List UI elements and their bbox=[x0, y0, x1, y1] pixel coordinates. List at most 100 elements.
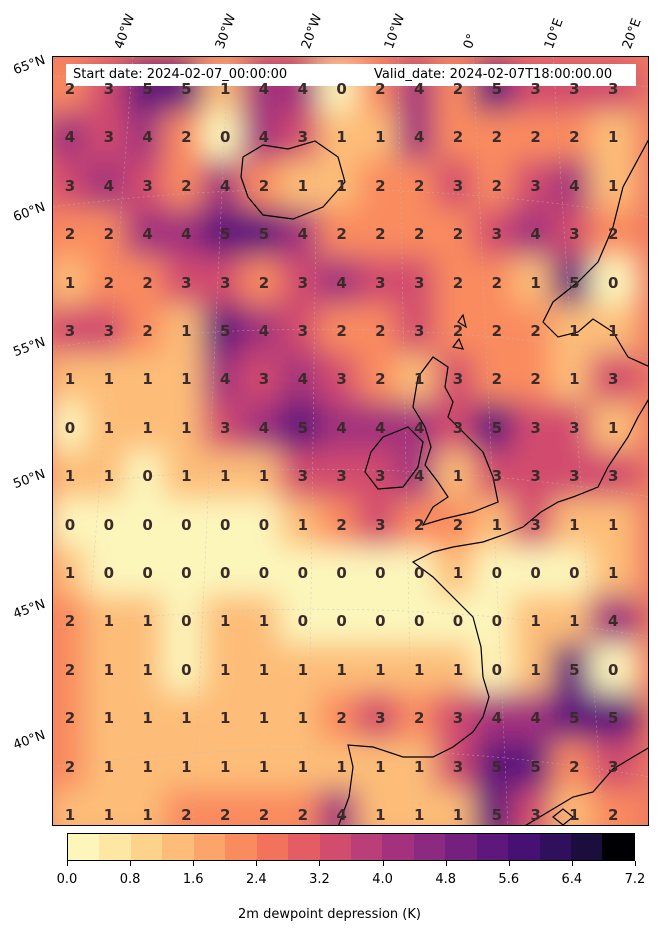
grid-value: 2 bbox=[103, 225, 115, 244]
grid-value: 1 bbox=[569, 612, 580, 631]
grid-value: 1 bbox=[181, 370, 192, 389]
grid-value: 2 bbox=[452, 225, 464, 244]
grid-value: 1 bbox=[181, 418, 192, 437]
grid-value: 2 bbox=[413, 225, 425, 244]
colorbar-tick-label: 4.0 bbox=[372, 872, 393, 887]
colorbar-tick-label: 4.8 bbox=[435, 872, 456, 887]
grid-value: 5 bbox=[491, 757, 503, 776]
grid-value: 3 bbox=[607, 80, 619, 98]
grid-value: 2 bbox=[103, 273, 115, 292]
colorbar-tick-label: 0.8 bbox=[119, 872, 141, 887]
lat-label-60n: 60°N bbox=[11, 199, 48, 226]
grid-value: 0 bbox=[413, 564, 425, 582]
grid-value: 3 bbox=[297, 467, 309, 486]
grid-value: 0 bbox=[375, 564, 386, 582]
grid-value: 1 bbox=[258, 660, 270, 679]
grid-value: 1 bbox=[530, 273, 541, 292]
grid-value: 2 bbox=[413, 709, 425, 728]
grid-value: 3 bbox=[375, 273, 386, 292]
grid-value: 1 bbox=[103, 418, 115, 437]
grid-value: 1 bbox=[219, 467, 231, 486]
grid-value: 2 bbox=[607, 806, 619, 824]
grid-value: 3 bbox=[452, 709, 464, 728]
colorbar bbox=[67, 833, 635, 861]
grid-value: 4 bbox=[413, 80, 425, 98]
grid-value: 2 bbox=[530, 370, 541, 389]
grid-value: 1 bbox=[607, 176, 619, 195]
grid-value: 1 bbox=[336, 128, 347, 147]
grid-value: 1 bbox=[530, 612, 541, 631]
grid-value: 3 bbox=[336, 467, 347, 486]
grid-value: 2 bbox=[336, 322, 347, 340]
colorbar-tick-label: 3.2 bbox=[309, 872, 330, 887]
lat-label-50n: 50°N bbox=[11, 466, 48, 493]
grid-value: 2 bbox=[530, 128, 541, 147]
grid-value: 2 bbox=[181, 128, 192, 147]
grid-value: 0 bbox=[569, 564, 580, 582]
grid-value: 0 bbox=[336, 564, 347, 582]
grid-value: 2 bbox=[491, 370, 503, 389]
grid-value: 3 bbox=[569, 225, 580, 244]
colorbar-segment bbox=[288, 834, 320, 860]
grid-value: 4 bbox=[491, 709, 503, 728]
grid-value: 1 bbox=[142, 709, 153, 728]
grid-value: 2 bbox=[181, 176, 192, 195]
grid-value: 2 bbox=[452, 322, 464, 340]
grid-value: 1 bbox=[413, 806, 425, 824]
lat-label-40n: 40°N bbox=[11, 727, 48, 754]
lon-label-0: 0° bbox=[460, 31, 481, 51]
grid-value: 4 bbox=[142, 225, 153, 244]
grid-value: 0 bbox=[258, 515, 270, 534]
grid-value: 3 bbox=[491, 467, 503, 486]
grid-value: 3 bbox=[452, 176, 464, 195]
grid-value: 1 bbox=[607, 128, 619, 147]
grid-value: 1 bbox=[336, 660, 347, 679]
grid-value: 2 bbox=[607, 225, 619, 244]
grid-value: 2 bbox=[569, 128, 580, 147]
colorbar-segment bbox=[162, 834, 194, 860]
grid-value: 2 bbox=[336, 225, 347, 244]
grid-value: 3 bbox=[297, 273, 309, 292]
grid-value: 2 bbox=[530, 322, 541, 340]
grid-value: 2 bbox=[64, 757, 76, 776]
field-cell bbox=[590, 547, 639, 599]
colorbar-tick-mark bbox=[256, 861, 258, 866]
dewpoint-field bbox=[53, 57, 648, 825]
grid-value: 1 bbox=[375, 128, 386, 147]
grid-value: 2 bbox=[64, 709, 76, 728]
grid-value: 1 bbox=[181, 709, 192, 728]
grid-value: 1 bbox=[569, 806, 580, 824]
grid-value: 4 bbox=[258, 418, 270, 437]
colorbar-segment bbox=[382, 834, 414, 860]
grid-value: 3 bbox=[64, 176, 76, 195]
grid-value: 2 bbox=[297, 806, 309, 824]
grid-value: 3 bbox=[530, 80, 541, 98]
grid-value: 1 bbox=[413, 660, 425, 679]
grid-value: 3 bbox=[607, 757, 619, 776]
grid-value: 1 bbox=[142, 757, 153, 776]
field-cell bbox=[590, 498, 639, 551]
colorbar-tick-label: 2.4 bbox=[245, 872, 267, 887]
colorbar-tick-mark bbox=[571, 861, 573, 866]
grid-value: 4 bbox=[64, 128, 76, 147]
colorbar-segment bbox=[68, 834, 100, 860]
grid-value: 4 bbox=[219, 370, 231, 389]
colorbar-tick-mark bbox=[67, 861, 68, 866]
field-cell bbox=[590, 305, 639, 357]
graticule bbox=[53, 57, 648, 825]
grid-value: 1 bbox=[607, 564, 619, 582]
field-cell bbox=[590, 159, 639, 212]
grid-value: 1 bbox=[258, 612, 270, 631]
grid-value: 1 bbox=[375, 806, 386, 824]
grid-value: 3 bbox=[569, 80, 580, 98]
grid-value: 1 bbox=[181, 467, 192, 486]
grid-value: 1 bbox=[297, 515, 309, 534]
grid-value: 2 bbox=[142, 322, 153, 340]
lat-label-65n: 65°N bbox=[11, 52, 48, 79]
grid-value: 3 bbox=[258, 370, 270, 389]
field-cell bbox=[590, 789, 639, 825]
grid-value: 1 bbox=[103, 612, 115, 631]
grid-value: 3 bbox=[103, 80, 115, 98]
grid-value: 1 bbox=[569, 370, 580, 389]
colorbar-segment bbox=[350, 834, 383, 860]
